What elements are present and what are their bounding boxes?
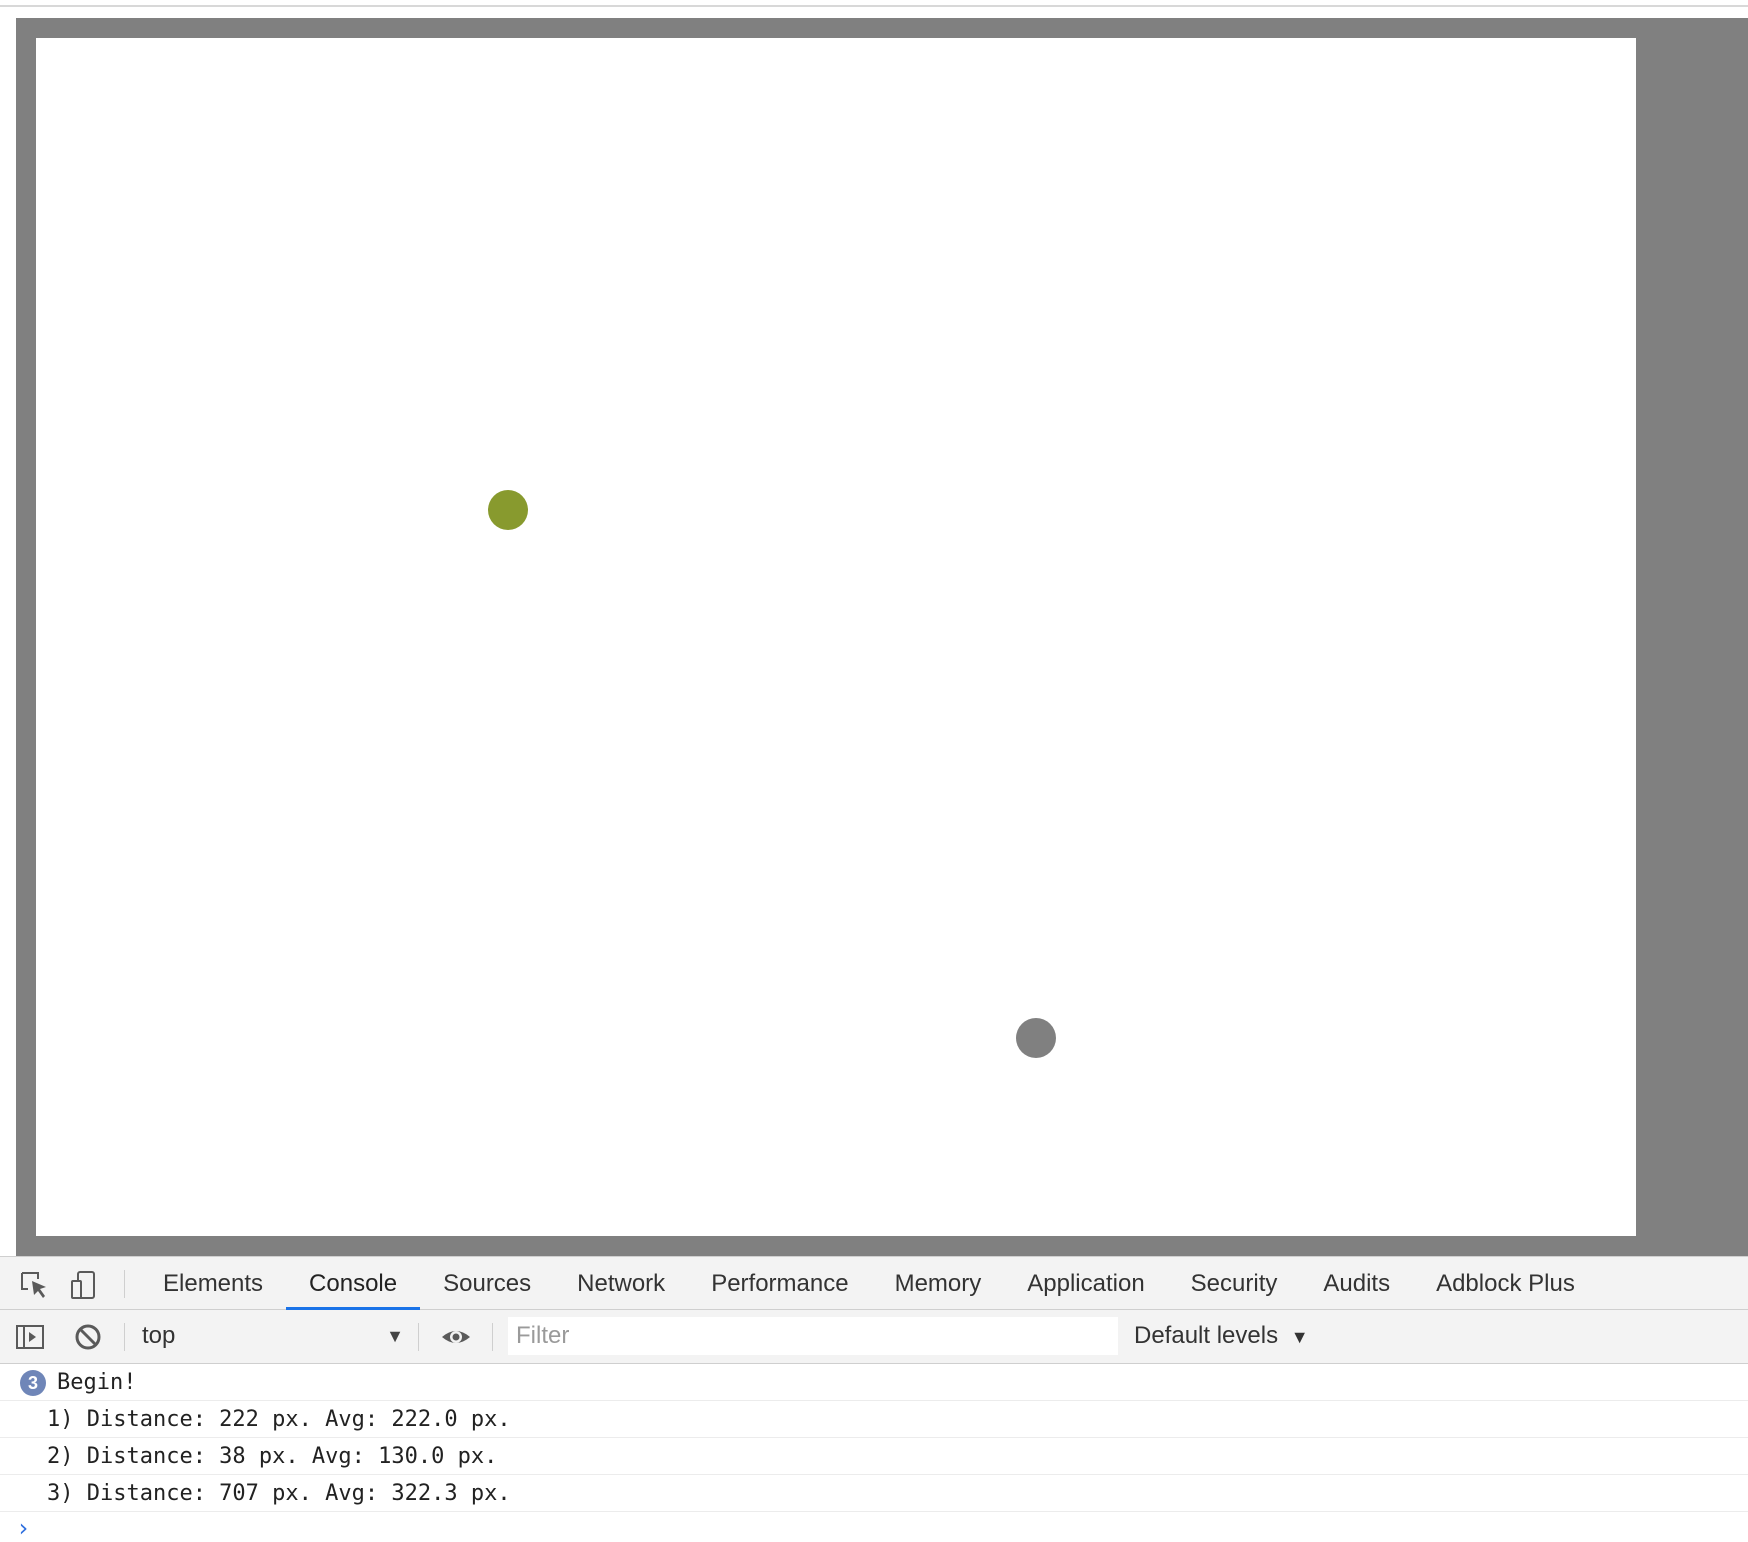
tab-performance[interactable]: Performance [711, 1270, 849, 1297]
dropdown-arrow-icon: ▼ [386, 1326, 404, 1346]
page-viewport [16, 18, 1748, 1256]
tab-elements[interactable]: Elements [163, 1270, 264, 1297]
console-output: 3 Begin! 1) Distance: 222 px. Avg: 222.0… [0, 1364, 1748, 1542]
toolbar-separator [124, 1270, 125, 1298]
tab-console[interactable]: Console [286, 1257, 421, 1310]
toolbar-separator [492, 1323, 493, 1351]
tab-sources[interactable]: Sources [443, 1270, 532, 1297]
clear-console-icon[interactable] [72, 1321, 104, 1353]
tab-adblock-plus[interactable]: Adblock Plus [1436, 1270, 1575, 1297]
repeat-count-badge: 3 [20, 1370, 46, 1396]
console-toolbar: top ▼ Default levels ▼ [0, 1310, 1748, 1364]
console-log-text: 2) Distance: 38 px. Avg: 130.0 px. [47, 1444, 498, 1469]
tab-audits[interactable]: Audits [1323, 1270, 1391, 1297]
devtools-tabbar: Elements Console Sources Network Performance… [0, 1256, 1748, 1310]
devtools-panel: Elements Console Sources Network Performance… [0, 1256, 1748, 1542]
log-levels-dropdown[interactable]: Default levels ▼ [1134, 1318, 1309, 1354]
tab-security[interactable]: Security [1190, 1270, 1278, 1297]
context-selector[interactable]: top ▼ [142, 1318, 404, 1354]
tab-memory[interactable]: Memory [894, 1270, 982, 1297]
tab-network[interactable]: Network [577, 1270, 666, 1297]
devtools-tabs: Elements Console Sources Network Performance… [140, 1257, 1598, 1310]
console-log-row: 1) Distance: 222 px. Avg: 222.0 px. [0, 1401, 1748, 1438]
console-group-label: Begin! [57, 1370, 137, 1395]
console-filter-input[interactable] [508, 1317, 1118, 1355]
target-dot[interactable] [488, 490, 528, 530]
context-value: top [142, 1322, 176, 1349]
console-group-row[interactable]: 3 Begin! [0, 1364, 1748, 1401]
console-log-row: 3) Distance: 707 px. Avg: 322.3 px. [0, 1475, 1748, 1512]
console-prompt-icon[interactable]: › [16, 1514, 31, 1542]
log-levels-label: Default levels [1134, 1322, 1279, 1349]
game-canvas[interactable] [36, 38, 1636, 1236]
tab-application[interactable]: Application [1027, 1270, 1145, 1297]
cursor-dot [1016, 1018, 1056, 1058]
toolbar-separator [418, 1323, 419, 1351]
show-sidebar-icon[interactable] [14, 1321, 46, 1353]
toolbar-separator [124, 1323, 125, 1351]
console-log-row: 2) Distance: 38 px. Avg: 130.0 px. [0, 1438, 1748, 1475]
inspect-element-icon[interactable] [18, 1269, 50, 1301]
live-expression-icon[interactable] [440, 1321, 472, 1353]
console-log-text: 1) Distance: 222 px. Avg: 222.0 px. [47, 1407, 511, 1432]
device-toolbar-icon[interactable] [68, 1269, 100, 1301]
console-log-text: 3) Distance: 707 px. Avg: 322.3 px. [47, 1481, 511, 1506]
browser-top-border [0, 5, 1748, 7]
dropdown-arrow-icon: ▼ [1290, 1327, 1309, 1347]
